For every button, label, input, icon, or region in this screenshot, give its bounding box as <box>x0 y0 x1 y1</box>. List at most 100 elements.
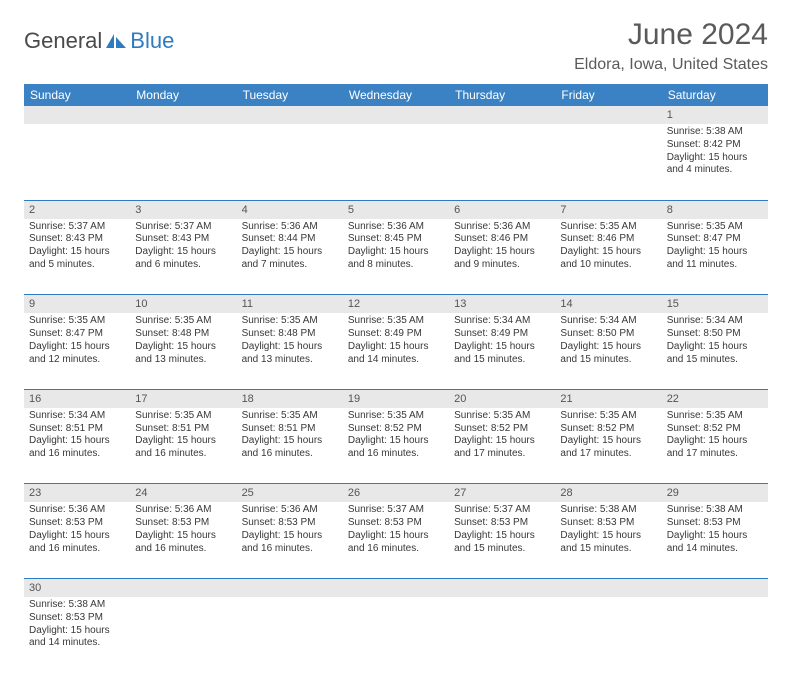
daylight-line2: and 16 minutes. <box>348 448 444 461</box>
day-number-cell: 11 <box>237 295 343 314</box>
daylight-line2: and 16 minutes. <box>29 448 125 461</box>
sunrise-line: Sunrise: 5:35 AM <box>135 315 231 328</box>
sunset-line: Sunset: 8:53 PM <box>135 517 231 530</box>
sunset-line: Sunset: 8:47 PM <box>667 233 763 246</box>
day-number-cell <box>237 106 343 124</box>
daylight-line: Daylight: 15 hours <box>29 341 125 354</box>
day-cell: Sunrise: 5:38 AMSunset: 8:53 PMDaylight:… <box>555 502 661 578</box>
sunrise-line: Sunrise: 5:36 AM <box>454 221 550 234</box>
daylight-line: Daylight: 15 hours <box>29 246 125 259</box>
sunrise-line: Sunrise: 5:36 AM <box>242 221 338 234</box>
day-cell: Sunrise: 5:38 AMSunset: 8:42 PMDaylight:… <box>662 124 768 200</box>
day-number-cell: 23 <box>24 484 130 503</box>
sunset-line: Sunset: 8:46 PM <box>454 233 550 246</box>
sunrise-line: Sunrise: 5:35 AM <box>348 315 444 328</box>
sunset-line: Sunset: 8:42 PM <box>667 139 763 152</box>
day-cell <box>555 597 661 673</box>
sunset-line: Sunset: 8:52 PM <box>454 423 550 436</box>
daylight-line: Daylight: 15 hours <box>454 246 550 259</box>
sunrise-line: Sunrise: 5:38 AM <box>667 504 763 517</box>
daylight-line: Daylight: 15 hours <box>667 435 763 448</box>
daylight-line: Daylight: 15 hours <box>667 152 763 165</box>
sunrise-line: Sunrise: 5:35 AM <box>29 315 125 328</box>
daylight-line: Daylight: 15 hours <box>29 530 125 543</box>
day-number-cell <box>343 106 449 124</box>
week-row: Sunrise: 5:35 AMSunset: 8:47 PMDaylight:… <box>24 313 768 389</box>
day-cell: Sunrise: 5:37 AMSunset: 8:53 PMDaylight:… <box>343 502 449 578</box>
sunset-line: Sunset: 8:46 PM <box>560 233 656 246</box>
daylight-line2: and 16 minutes. <box>242 448 338 461</box>
day-cell: Sunrise: 5:35 AMSunset: 8:52 PMDaylight:… <box>555 408 661 484</box>
daylight-line2: and 16 minutes. <box>135 448 231 461</box>
weekday-header: Friday <box>555 84 661 106</box>
sunset-line: Sunset: 8:50 PM <box>560 328 656 341</box>
day-number-cell: 9 <box>24 295 130 314</box>
page-header: General Blue June 2024 Eldora, Iowa, Uni… <box>24 18 768 74</box>
daylight-line: Daylight: 15 hours <box>454 530 550 543</box>
daylight-line: Daylight: 15 hours <box>667 530 763 543</box>
day-number-cell <box>237 578 343 597</box>
daylight-line: Daylight: 15 hours <box>135 246 231 259</box>
week-row: Sunrise: 5:34 AMSunset: 8:51 PMDaylight:… <box>24 408 768 484</box>
daylight-line: Daylight: 15 hours <box>348 246 444 259</box>
sunset-line: Sunset: 8:49 PM <box>348 328 444 341</box>
day-cell: Sunrise: 5:35 AMSunset: 8:52 PMDaylight:… <box>343 408 449 484</box>
brand-logo: General Blue <box>24 18 174 54</box>
day-cell: Sunrise: 5:36 AMSunset: 8:53 PMDaylight:… <box>24 502 130 578</box>
day-number-cell: 29 <box>662 484 768 503</box>
day-cell <box>662 597 768 673</box>
daylight-line2: and 14 minutes. <box>667 543 763 556</box>
daylight-line: Daylight: 15 hours <box>242 246 338 259</box>
daynum-row: 30 <box>24 578 768 597</box>
day-number-cell <box>24 106 130 124</box>
sunset-line: Sunset: 8:53 PM <box>242 517 338 530</box>
sunset-line: Sunset: 8:53 PM <box>29 612 125 625</box>
daylight-line: Daylight: 15 hours <box>667 246 763 259</box>
sunrise-line: Sunrise: 5:37 AM <box>454 504 550 517</box>
day-cell: Sunrise: 5:37 AMSunset: 8:53 PMDaylight:… <box>449 502 555 578</box>
title-block: June 2024 Eldora, Iowa, United States <box>574 18 768 74</box>
day-cell <box>237 124 343 200</box>
day-number-cell <box>130 578 236 597</box>
location-label: Eldora, Iowa, United States <box>574 56 768 74</box>
daylight-line2: and 5 minutes. <box>29 259 125 272</box>
day-number-cell: 8 <box>662 200 768 219</box>
daylight-line: Daylight: 15 hours <box>135 530 231 543</box>
day-number-cell <box>662 578 768 597</box>
daylight-line: Daylight: 15 hours <box>242 341 338 354</box>
day-number-cell: 3 <box>130 200 236 219</box>
daylight-line: Daylight: 15 hours <box>242 530 338 543</box>
week-row: Sunrise: 5:37 AMSunset: 8:43 PMDaylight:… <box>24 219 768 295</box>
day-cell: Sunrise: 5:35 AMSunset: 8:51 PMDaylight:… <box>130 408 236 484</box>
day-cell: Sunrise: 5:35 AMSunset: 8:47 PMDaylight:… <box>24 313 130 389</box>
day-number-cell <box>555 106 661 124</box>
day-number-cell: 10 <box>130 295 236 314</box>
sunrise-line: Sunrise: 5:35 AM <box>454 410 550 423</box>
sunset-line: Sunset: 8:51 PM <box>135 423 231 436</box>
day-cell: Sunrise: 5:38 AMSunset: 8:53 PMDaylight:… <box>662 502 768 578</box>
week-row: Sunrise: 5:38 AMSunset: 8:42 PMDaylight:… <box>24 124 768 200</box>
sunrise-line: Sunrise: 5:35 AM <box>667 221 763 234</box>
brand-part2: Blue <box>130 28 174 54</box>
sunrise-line: Sunrise: 5:34 AM <box>29 410 125 423</box>
daylight-line2: and 14 minutes. <box>29 637 125 650</box>
day-number-cell: 30 <box>24 578 130 597</box>
day-number-cell: 1 <box>662 106 768 124</box>
daynum-row: 2345678 <box>24 200 768 219</box>
day-number-cell: 27 <box>449 484 555 503</box>
daylight-line2: and 15 minutes. <box>560 543 656 556</box>
daylight-line: Daylight: 15 hours <box>348 435 444 448</box>
day-cell: Sunrise: 5:35 AMSunset: 8:46 PMDaylight:… <box>555 219 661 295</box>
daylight-line: Daylight: 15 hours <box>135 435 231 448</box>
sunrise-line: Sunrise: 5:35 AM <box>560 221 656 234</box>
day-cell: Sunrise: 5:36 AMSunset: 8:53 PMDaylight:… <box>130 502 236 578</box>
day-number-cell <box>343 578 449 597</box>
day-number-cell: 4 <box>237 200 343 219</box>
day-cell: Sunrise: 5:35 AMSunset: 8:47 PMDaylight:… <box>662 219 768 295</box>
day-cell: Sunrise: 5:36 AMSunset: 8:53 PMDaylight:… <box>237 502 343 578</box>
daylight-line2: and 10 minutes. <box>560 259 656 272</box>
daylight-line2: and 16 minutes. <box>29 543 125 556</box>
daynum-row: 23242526272829 <box>24 484 768 503</box>
sunset-line: Sunset: 8:48 PM <box>242 328 338 341</box>
sunset-line: Sunset: 8:53 PM <box>560 517 656 530</box>
